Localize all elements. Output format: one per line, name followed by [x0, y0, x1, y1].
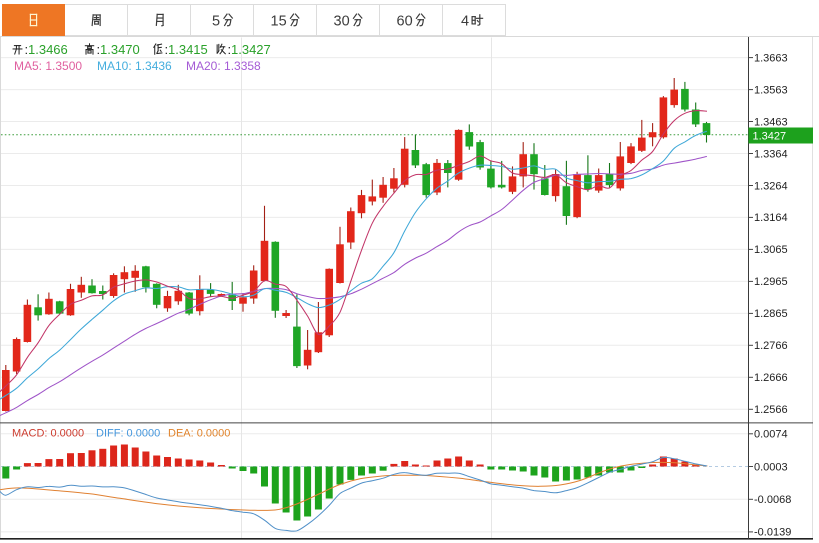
svg-text::: :	[228, 42, 232, 57]
svg-text:1.3466: 1.3466	[28, 42, 68, 57]
svg-text:1.3427: 1.3427	[753, 131, 787, 143]
svg-text:1.3427: 1.3427	[231, 42, 271, 57]
svg-text:5: 5	[212, 14, 220, 30]
svg-text:MA5: 1.3500: MA5: 1.3500	[14, 59, 82, 73]
svg-text:1.2965: 1.2965	[754, 276, 788, 288]
svg-text:-0.0068: -0.0068	[754, 494, 791, 506]
svg-text:1.3264: 1.3264	[754, 180, 788, 192]
svg-text:1.3663: 1.3663	[754, 52, 788, 64]
svg-text:1.2766: 1.2766	[754, 340, 788, 352]
svg-text:4: 4	[461, 14, 469, 30]
svg-text:MA10: 1.3436: MA10: 1.3436	[97, 59, 172, 73]
svg-text:MACD: 0.0000: MACD: 0.0000	[12, 428, 84, 440]
svg-text:1.3563: 1.3563	[754, 84, 788, 96]
svg-text:DIFF: 0.0000: DIFF: 0.0000	[96, 428, 160, 440]
svg-text::: :	[25, 42, 29, 57]
svg-text:MA20: 1.3358: MA20: 1.3358	[186, 59, 261, 73]
svg-text:0.0003: 0.0003	[754, 461, 788, 473]
svg-text::: :	[165, 42, 169, 57]
svg-text:30: 30	[334, 14, 350, 30]
svg-text:-0.0139: -0.0139	[754, 527, 791, 539]
svg-text:1.2566: 1.2566	[754, 404, 788, 416]
svg-text:0.0074: 0.0074	[754, 429, 788, 441]
svg-text:1.3164: 1.3164	[754, 212, 788, 224]
svg-text:1.3463: 1.3463	[754, 116, 788, 128]
svg-text:1.3415: 1.3415	[168, 42, 208, 57]
svg-text:1.3065: 1.3065	[754, 244, 788, 256]
svg-text:15: 15	[271, 14, 287, 30]
svg-text::: :	[97, 42, 101, 57]
svg-text:1.2865: 1.2865	[754, 308, 788, 320]
svg-text:60: 60	[397, 14, 413, 30]
svg-text:1.2666: 1.2666	[754, 372, 788, 384]
svg-text:1.3470: 1.3470	[100, 42, 140, 57]
svg-text:DEA: 0.0000: DEA: 0.0000	[168, 428, 230, 440]
svg-text:1.3364: 1.3364	[754, 148, 788, 160]
